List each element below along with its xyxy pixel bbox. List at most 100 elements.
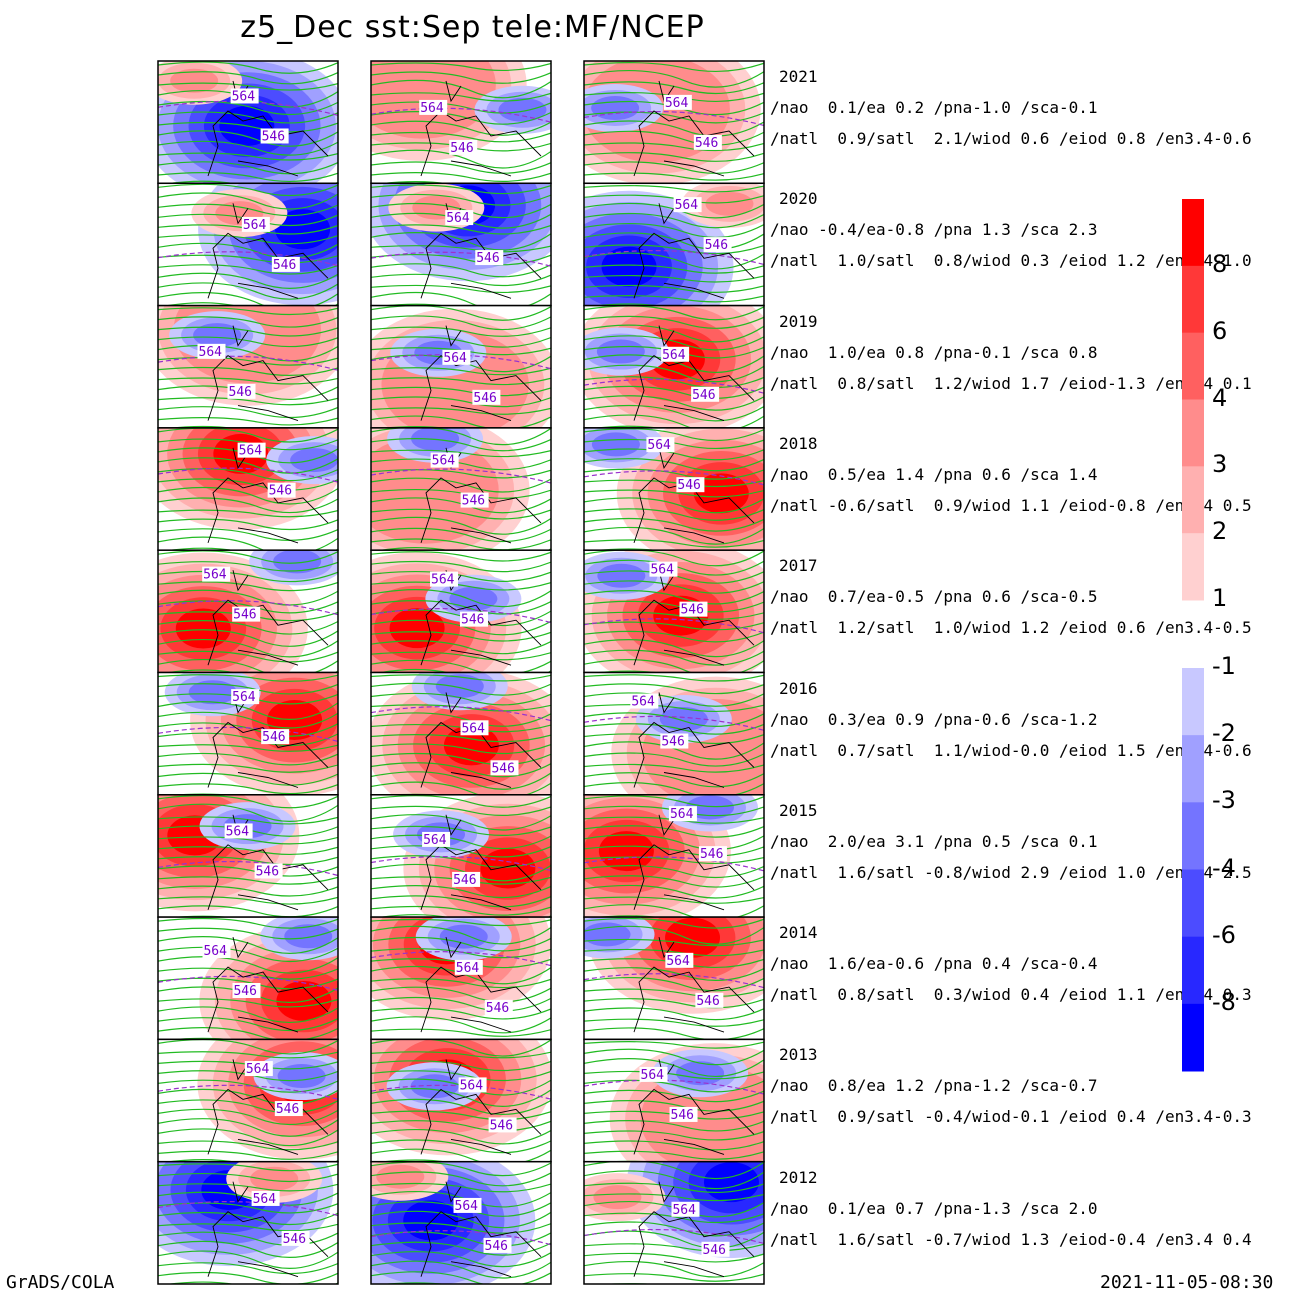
- height-contour: [158, 803, 338, 823]
- height-contour: [371, 347, 551, 356]
- contour-label: 564: [446, 211, 470, 226]
- height-contour: [584, 185, 764, 193]
- anomaly-shade: [443, 725, 499, 766]
- anomaly-shade: [290, 448, 338, 473]
- height-contour: [371, 1128, 551, 1145]
- anomaly-shade: [188, 680, 237, 705]
- contour-label: 546: [233, 984, 256, 999]
- height-contour: [158, 744, 338, 752]
- map-panel: 564 546: [157, 304, 339, 429]
- contour-label: 564: [203, 568, 227, 583]
- height-contour: [584, 856, 764, 865]
- map-panel: 564 546: [583, 304, 765, 429]
- height-contour: [371, 734, 551, 743]
- height-contour: [158, 1183, 338, 1192]
- contour-label: 564: [631, 695, 655, 710]
- height-contour: [371, 762, 551, 778]
- height-contour: [592, 303, 764, 306]
- height-contour: [584, 1007, 764, 1021]
- dashed-contour: [584, 378, 764, 394]
- height-contour: [158, 816, 338, 825]
- height-contour: [584, 998, 764, 1009]
- contour-label: 564: [460, 1078, 484, 1093]
- contour-label: 546: [705, 238, 728, 253]
- height-contour: [371, 477, 551, 493]
- dashed-contour: [584, 973, 764, 989]
- height-contour: [168, 1037, 338, 1040]
- height-contour: [371, 805, 551, 816]
- height-contour: [164, 302, 338, 306]
- height-contour: [584, 354, 764, 374]
- height-contour: [371, 377, 551, 386]
- height-contour: [584, 161, 764, 174]
- height-contour: [371, 172, 551, 182]
- height-contour: [158, 1211, 338, 1226]
- height-contour: [371, 996, 551, 1012]
- height-contour: [371, 1039, 551, 1057]
- height-contour: [158, 152, 338, 161]
- coastline: [633, 447, 755, 544]
- contour-label: 546: [696, 994, 719, 1009]
- height-contour: [371, 1260, 551, 1279]
- height-contour: [165, 1159, 338, 1162]
- height-contour: [371, 570, 551, 582]
- height-contour: [158, 385, 338, 401]
- height-contour: [584, 896, 764, 904]
- contour-label: 546: [476, 251, 499, 266]
- height-contour: [158, 752, 338, 766]
- anomaly-shade: [277, 1064, 326, 1089]
- height-contour: [371, 149, 551, 169]
- height-contour: [371, 527, 551, 543]
- height-contour: [371, 965, 551, 985]
- height-contour: [584, 468, 764, 480]
- chart-title: z5_Dec sst:Sep tele:MF/NCEP: [240, 10, 705, 45]
- height-contour: [379, 181, 551, 184]
- height-contour: [371, 978, 551, 989]
- height-contour: [377, 547, 551, 551]
- height-contour: [371, 781, 551, 795]
- anomaly-shade: [389, 608, 445, 649]
- coastline: [633, 203, 755, 299]
- height-contour: [593, 670, 764, 673]
- anomaly-shade: [705, 191, 754, 216]
- dashed-contour: [584, 715, 764, 731]
- height-contour: [584, 1018, 764, 1027]
- height-contour: [371, 600, 551, 615]
- height-contour: [371, 1051, 551, 1059]
- map-panel: 564 546: [157, 549, 339, 674]
- tele-index-line1: /nao -0.4/ea-0.8 /pna 1.3 /sca 2.3: [770, 220, 1098, 240]
- height-contour: [371, 1139, 551, 1154]
- height-contour: [158, 377, 338, 385]
- height-contour: [584, 295, 764, 303]
- dashed-contour: [584, 618, 764, 634]
- height-contour: [380, 426, 551, 428]
- height-contour: [158, 1108, 338, 1126]
- height-contour: [371, 631, 551, 642]
- contour-label: 564: [666, 954, 690, 969]
- height-contour: [584, 1140, 764, 1151]
- height-contour: [379, 1159, 551, 1162]
- height-contour: [158, 783, 338, 795]
- footer-right: 2021-11-05-08:30: [1100, 1272, 1274, 1293]
- height-contour: [158, 307, 338, 316]
- tele-index-line1: /nao 0.5/ea 1.4 /pna 0.6 /sca 1.4: [770, 464, 1098, 484]
- height-contour: [371, 619, 551, 636]
- height-contour: [371, 918, 551, 927]
- height-contour: [158, 581, 338, 592]
- dashed-contour: [158, 251, 338, 267]
- height-contour: [158, 1223, 338, 1232]
- colorbar-swatch: [1182, 199, 1204, 267]
- colorbar-tick-label: 4: [1212, 383, 1228, 412]
- height-contour: [158, 192, 338, 210]
- height-contour: [371, 469, 551, 479]
- contour-label: 546: [233, 608, 256, 623]
- height-contour: [158, 406, 338, 419]
- map-panel: 564 546: [157, 427, 339, 551]
- contour-label: 546: [702, 1243, 725, 1258]
- height-contour: [371, 516, 551, 535]
- dashed-contour: [158, 467, 338, 483]
- contour-label: 564: [199, 345, 223, 360]
- height-contour: [584, 364, 764, 383]
- height-contour: [371, 354, 551, 373]
- height-contour: [371, 415, 551, 428]
